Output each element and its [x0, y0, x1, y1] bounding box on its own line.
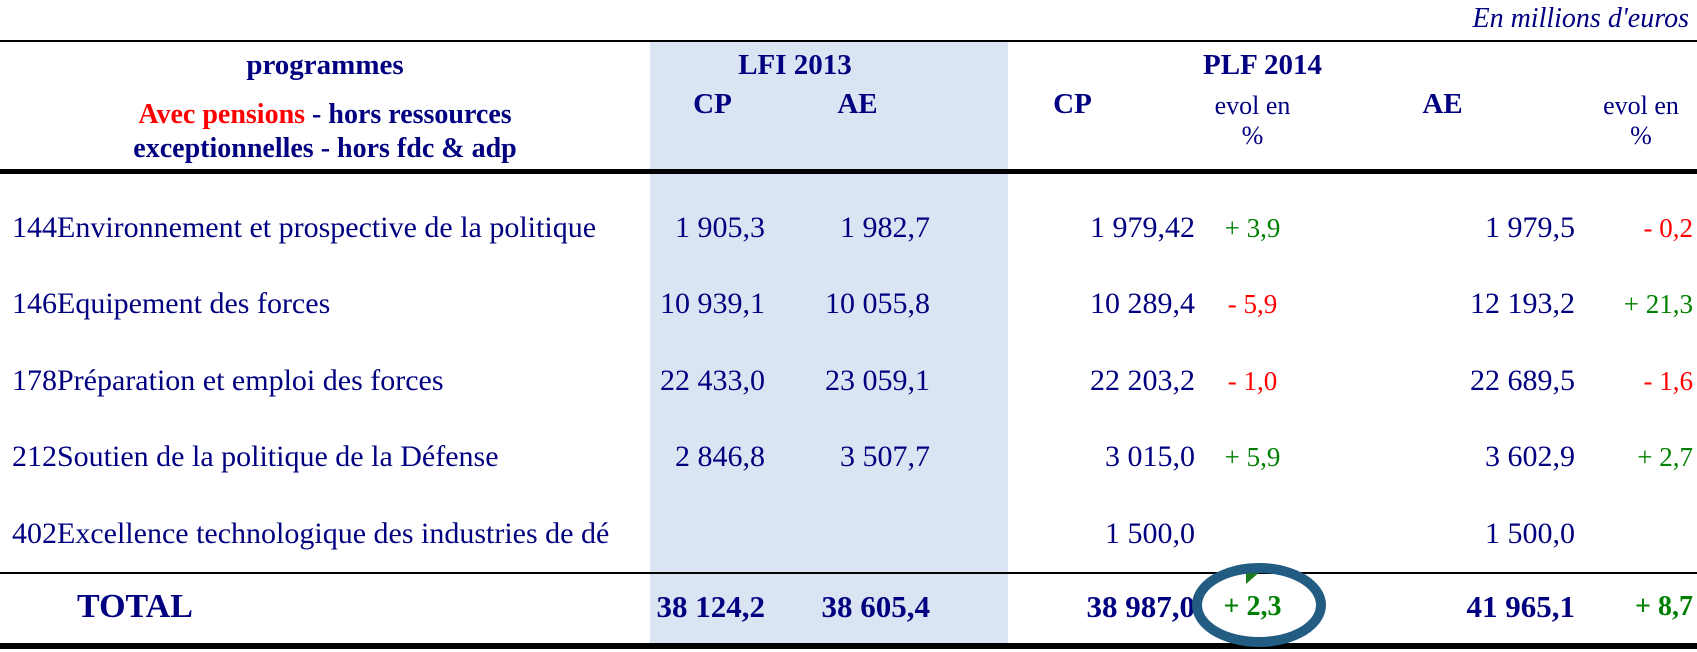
- lfi-cp-value: 22 433,0: [660, 364, 765, 397]
- lfi-highlight-band: [650, 42, 1008, 643]
- divider-header: [0, 169, 1697, 174]
- lfi-ae-value: 1 982,7: [840, 211, 930, 244]
- plf-ae-value: 12 193,2: [1470, 287, 1575, 320]
- plf-cp-evol: [1205, 512, 1300, 556]
- col-header-evol-ae: evol en %: [1585, 91, 1697, 166]
- header-group-row: programmes LFI 2013 PLF 2014: [0, 47, 1697, 83]
- program-code: 402: [12, 517, 57, 550]
- col-header-programmes: programmes: [246, 49, 404, 81]
- programmes-subtitle: Avec pensions - hors ressources exceptio…: [0, 98, 650, 166]
- plf-ae-evol: + 21,3: [1623, 289, 1693, 319]
- program-code: 178: [12, 364, 57, 397]
- plf-cp-value: 3 015,0: [1105, 440, 1195, 473]
- total-lfi-ae-value: 38 605,4: [821, 589, 931, 624]
- evol-header-line2: %: [1630, 121, 1652, 150]
- subtitle-hors-ressources: - hors ressources: [305, 99, 512, 130]
- total-label: TOTAL: [77, 588, 193, 625]
- total-plf-ae-evol: + 8,7: [1635, 591, 1693, 622]
- evol-header-line2: %: [1241, 121, 1264, 150]
- plf-ae-evol: - 1,6: [1643, 366, 1694, 396]
- subtitle-avec-pensions: Avec pensions: [138, 99, 306, 130]
- highlight-circle-annotation: [1192, 563, 1326, 647]
- header-sub-row: Avec pensions - hors ressources exceptio…: [0, 88, 1697, 166]
- plf-cp-evol: + 5,9: [1224, 442, 1281, 472]
- total-spacer: [0, 584, 47, 630]
- program-name: Equipement des forces: [57, 287, 331, 320]
- program-name: Environnement et prospective de la polit…: [57, 211, 597, 244]
- col-header-lfi-2013: LFI 2013: [738, 49, 852, 81]
- lfi-ae-value: [775, 512, 940, 556]
- program-code: 212: [12, 440, 57, 473]
- plf-ae-value: 22 689,5: [1470, 364, 1575, 397]
- col-header-lfi-cp: CP: [693, 88, 732, 120]
- table-row-178: 178 Préparation et emploi des forces 22 …: [0, 359, 1697, 403]
- program-name: Soutien de la politique de la Défense: [57, 440, 499, 473]
- col-header-evol-cp: evol en %: [1205, 91, 1300, 166]
- evol-header-line1: evol en: [1603, 91, 1679, 120]
- lfi-cp-value: [650, 512, 775, 556]
- evol-header-line1: evol en: [1214, 91, 1291, 120]
- plf-ae-evol: + 2,7: [1637, 442, 1693, 472]
- program-name: Préparation et emploi des forces: [57, 364, 444, 397]
- col-header-plf-ae: AE: [1422, 88, 1463, 120]
- plf-ae-evol: [1585, 512, 1697, 556]
- lfi-ae-value: 23 059,1: [825, 364, 930, 397]
- plf-ae-value: 1 979,5: [1485, 211, 1575, 244]
- col-header-plf-cp: CP: [1053, 88, 1092, 120]
- total-plf-ae-value: 41 965,1: [1466, 589, 1576, 624]
- plf-cp-evol: - 1,0: [1227, 366, 1278, 396]
- plf-cp-value: 1 500,0: [1105, 517, 1195, 550]
- plf-cp-value: 22 203,2: [1090, 364, 1195, 397]
- divider-above-total: [0, 572, 1697, 574]
- table-row-total: TOTAL 38 124,2 38 605,4 38 987,0 + 2,3 4…: [0, 584, 1697, 630]
- program-code: 146: [12, 287, 57, 320]
- col-header-lfi-ae: AE: [837, 88, 878, 120]
- lfi-cp-value: 1 905,3: [675, 211, 765, 244]
- total-lfi-cp-value: 38 124,2: [656, 589, 766, 624]
- plf-cp-value: 1 979,42: [1090, 211, 1195, 244]
- program-name: Excellence technologique des industries …: [57, 517, 610, 550]
- plf-cp-evol: + 3,9: [1224, 213, 1281, 243]
- table-row-212: 212 Soutien de la politique de la Défens…: [0, 435, 1697, 479]
- program-code: 144: [12, 211, 57, 244]
- divider-bottom: [0, 643, 1697, 649]
- table-row-402: 402 Excellence technologique des industr…: [0, 512, 1697, 556]
- lfi-cp-value: 10 939,1: [660, 287, 765, 320]
- plf-ae-value: 3 602,9: [1485, 440, 1575, 473]
- plf-ae-evol: - 0,2: [1643, 213, 1694, 243]
- lfi-ae-value: 10 055,8: [825, 287, 930, 320]
- lfi-ae-value: 3 507,7: [840, 440, 930, 473]
- table-row-144: 144 Environnement et prospective de la p…: [0, 206, 1697, 250]
- lfi-cp-value: 2 846,8: [675, 440, 765, 473]
- divider-top: [0, 40, 1697, 42]
- programmes-subtitle-line1: Avec pensions - hors ressources: [0, 98, 650, 132]
- plf-ae-value: 1 500,0: [1485, 517, 1575, 550]
- plf-cp-evol: - 5,9: [1227, 289, 1278, 319]
- units-note: En millions d'euros: [1472, 3, 1689, 34]
- total-plf-cp-value: 38 987,0: [1086, 589, 1196, 624]
- table-row-146: 146 Equipement des forces 10 939,1 10 05…: [0, 282, 1697, 326]
- programmes-subtitle-line2: exceptionnelles - hors fdc & adp: [133, 133, 517, 164]
- plf-cp-value: 10 289,4: [1090, 287, 1195, 320]
- col-header-plf-2014: PLF 2014: [1203, 49, 1322, 81]
